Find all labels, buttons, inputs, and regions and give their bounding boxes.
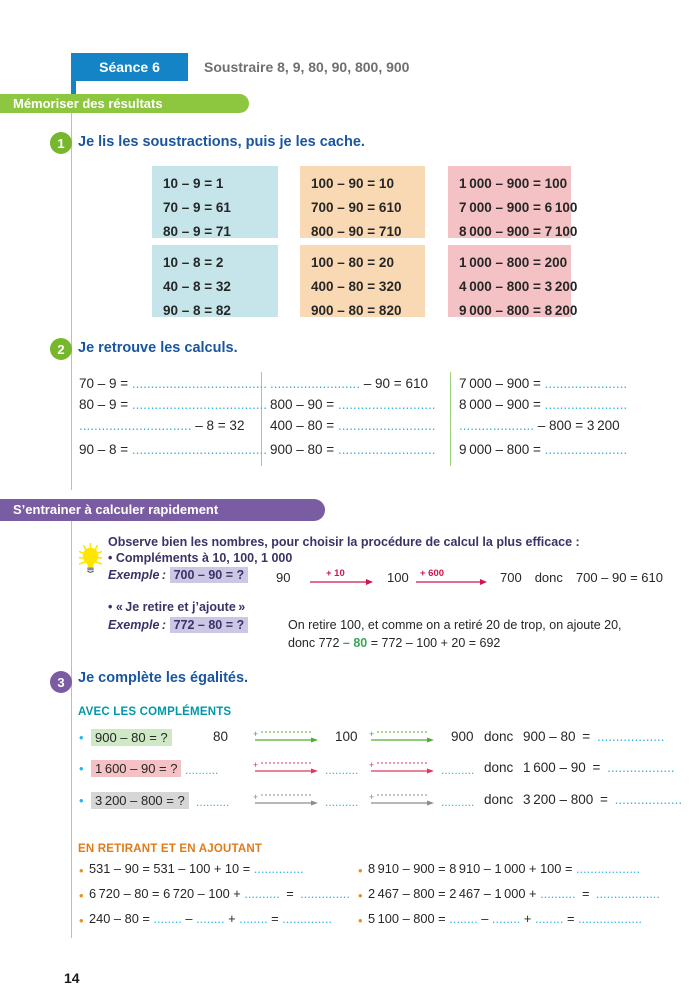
svg-text:+: +	[369, 761, 374, 770]
svg-text:+: +	[253, 793, 258, 802]
svg-text:+ 10: + 10	[326, 568, 345, 579]
svg-text:+: +	[253, 730, 258, 739]
svg-text:+: +	[369, 793, 374, 802]
svg-text:+: +	[253, 761, 258, 770]
svg-text:+: +	[369, 730, 374, 739]
